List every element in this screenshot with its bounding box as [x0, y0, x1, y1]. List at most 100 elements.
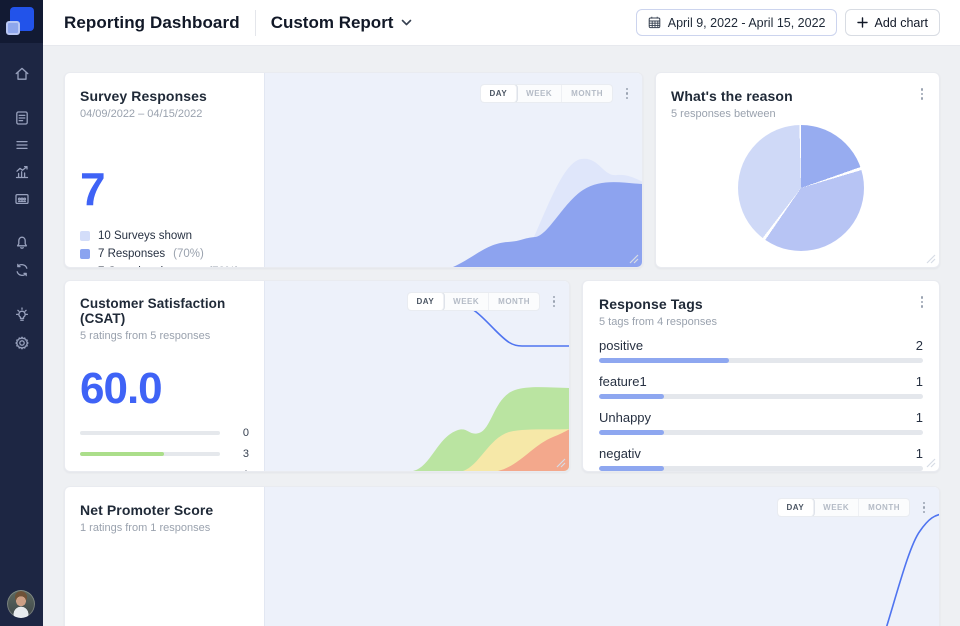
- resize-handle-icon[interactable]: [926, 254, 936, 264]
- ideas-icon[interactable]: [13, 306, 31, 324]
- chart-controls: [917, 295, 927, 309]
- chart-controls: DAY WEEK MONTH: [776, 498, 929, 517]
- legend: 10 Surveys shown 7 Responses (70%) 7 Com…: [80, 230, 249, 268]
- kebab-menu-icon[interactable]: [917, 295, 927, 309]
- toggle-month[interactable]: MONTH: [489, 293, 539, 310]
- chart-controls: DAY WEEK MONTH: [479, 84, 632, 103]
- toggle-month[interactable]: MONTH: [859, 499, 909, 516]
- kebab-menu-icon[interactable]: [549, 295, 559, 309]
- kebab-menu-icon[interactable]: [919, 501, 929, 515]
- tag-track: [599, 466, 923, 471]
- time-toggle: DAY WEEK MONTH: [479, 84, 613, 103]
- sidebar: [0, 0, 43, 626]
- toggle-week[interactable]: WEEK: [814, 499, 860, 516]
- rating-track: [80, 452, 220, 456]
- sync-icon[interactable]: [13, 261, 31, 279]
- top-header: Reporting Dashboard Custom Report April …: [43, 0, 960, 46]
- tag-row: positive 2: [599, 338, 923, 363]
- resize-handle-icon[interactable]: [629, 254, 639, 264]
- card-subtitle: 04/09/2022 – 04/15/2022: [80, 108, 203, 120]
- toggle-day[interactable]: DAY: [777, 499, 815, 516]
- legend-swatch: [80, 267, 90, 268]
- card-whats-the-reason: What's the reason 5 responses between: [655, 72, 940, 268]
- rating-value: 0: [242, 427, 249, 439]
- tag-track: [599, 358, 923, 363]
- legend-swatch: [80, 249, 90, 259]
- time-toggle: DAY WEEK MONTH: [776, 498, 910, 517]
- tag-value: 1: [915, 446, 923, 461]
- chart-controls: DAY WEEK MONTH: [406, 292, 559, 311]
- legend-percent: (70%): [208, 266, 239, 267]
- big-number: 7: [80, 163, 106, 215]
- tag-row: negativ 1: [599, 446, 923, 471]
- legend-label: 10 Surveys shown: [98, 230, 192, 242]
- tag-fill: [599, 430, 664, 435]
- csat-rating-bars: 0 3 1 1 0: [80, 427, 249, 471]
- calendar-icon: [648, 16, 661, 29]
- rating-row: 3: [80, 448, 249, 460]
- card-csat: Customer Satisfaction (CSAT) 5 ratings f…: [64, 280, 570, 472]
- tag-bars: positive 2 feature1 1 Unhappy 1: [599, 338, 923, 471]
- survey-responses-summary: Survey Responses 04/09/2022 – 04/15/2022…: [65, 73, 264, 267]
- kebab-menu-icon[interactable]: [917, 87, 927, 101]
- nps-chart: DAY WEEK MONTH: [264, 487, 939, 626]
- card-subtitle: 5 tags from 4 responses: [599, 316, 718, 328]
- app-logo[interactable]: [0, 0, 43, 43]
- rating-row: 0: [80, 427, 249, 439]
- legend-label: 7 Responses: [98, 248, 166, 260]
- legend-percent: (70%): [173, 248, 204, 260]
- date-range-label: April 9, 2022 - April 15, 2022: [667, 15, 826, 30]
- page-title: Reporting Dashboard: [64, 12, 240, 32]
- card-title: Survey Responses: [80, 88, 207, 104]
- card-survey-responses: Survey Responses 04/09/2022 – 04/15/2022…: [64, 72, 643, 268]
- rating-value: 3: [242, 448, 249, 460]
- kebab-menu-icon[interactable]: [622, 87, 632, 101]
- toggle-day[interactable]: DAY: [480, 85, 518, 102]
- user-avatar[interactable]: [7, 590, 35, 618]
- date-range-button[interactable]: April 9, 2022 - April 15, 2022: [635, 9, 838, 36]
- tag-label: Unhappy: [599, 410, 652, 425]
- csat-trend-chart: [413, 303, 569, 471]
- legend-item: 7 Completed survey (70%): [80, 266, 249, 268]
- toggle-month[interactable]: MONTH: [562, 85, 612, 102]
- legend-item: 10 Surveys shown: [80, 230, 249, 242]
- tag-fill: [599, 358, 729, 363]
- notifications-icon[interactable]: [13, 234, 31, 252]
- big-number: 60.0: [80, 364, 163, 413]
- report-name: Custom Report: [270, 12, 394, 32]
- add-chart-button[interactable]: Add chart: [845, 9, 940, 36]
- home-icon[interactable]: [13, 65, 31, 83]
- tag-row: feature1 1: [599, 374, 923, 399]
- tag-fill: [599, 466, 664, 471]
- report-selector[interactable]: Custom Report: [271, 13, 414, 33]
- chart-controls: [917, 87, 927, 101]
- csat-chart: DAY WEEK MONTH: [264, 281, 569, 471]
- chevron-down-icon: [402, 19, 412, 26]
- legend-item: 7 Responses (70%): [80, 248, 249, 260]
- survey-responses-chart: DAY WEEK MONTH: [264, 73, 642, 267]
- tag-label: negativ: [599, 446, 641, 461]
- resize-handle-icon[interactable]: [556, 458, 566, 468]
- card-subtitle: 5 ratings from 5 responses: [80, 330, 211, 342]
- card-subtitle: 5 responses between: [671, 108, 776, 120]
- list-icon[interactable]: [13, 136, 31, 154]
- settings-icon[interactable]: [13, 334, 31, 352]
- csat-summary: Customer Satisfaction (CSAT) 5 ratings f…: [65, 281, 264, 471]
- tag-row: Unhappy 1: [599, 410, 923, 435]
- header-divider: [254, 9, 256, 36]
- card-response-tags: Response Tags 5 tags from 4 responses po…: [582, 280, 940, 472]
- legend-label: 7 Completed survey: [98, 266, 200, 267]
- card-title: Net Promoter Score: [80, 502, 214, 518]
- tag-track: [599, 430, 923, 435]
- rating-value: 1: [235, 469, 249, 471]
- resize-handle-icon[interactable]: [926, 458, 936, 468]
- logo-square-small: [6, 21, 20, 35]
- reports-icon[interactable]: [13, 109, 31, 127]
- tag-value: 1: [915, 410, 923, 425]
- boards-icon[interactable]: [13, 190, 31, 208]
- card-title: Response Tags: [599, 296, 703, 312]
- toggle-week[interactable]: WEEK: [517, 85, 563, 102]
- analytics-icon[interactable]: [13, 163, 31, 181]
- toggle-day[interactable]: DAY: [407, 293, 445, 310]
- toggle-week[interactable]: WEEK: [444, 293, 490, 310]
